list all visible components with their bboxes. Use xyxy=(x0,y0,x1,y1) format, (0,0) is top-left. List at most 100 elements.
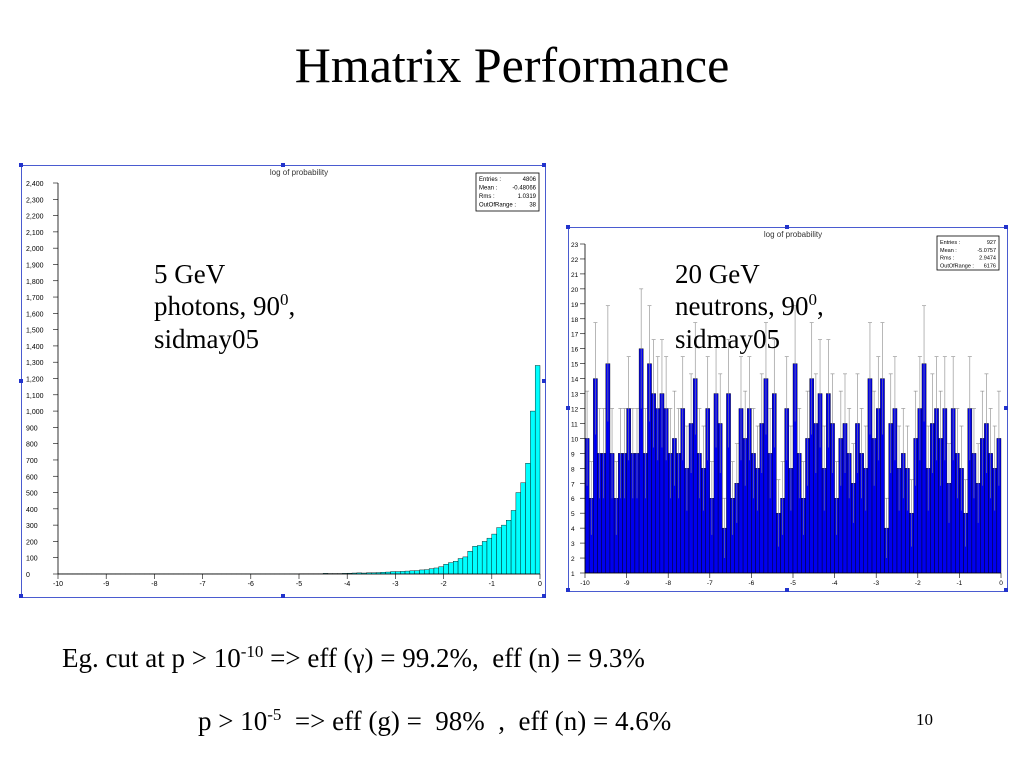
chart-2-y-tick-label: 4 xyxy=(571,526,575,533)
chart-1-stat-value: 4806 xyxy=(523,177,537,183)
chart-2-y-tick-label: 9 xyxy=(571,451,575,458)
handle-right-br[interactable] xyxy=(1004,588,1008,592)
chart-1-x-tick-label: -7 xyxy=(199,581,205,588)
chart-1-y-tick-label: 1,700 xyxy=(26,295,44,302)
handle-right-right[interactable] xyxy=(1004,406,1008,410)
handle-left-bottom[interactable] xyxy=(281,594,285,598)
photon-comma: , xyxy=(288,291,296,322)
chart-1-stat-label: Rms : xyxy=(479,194,495,200)
chart-2-x-tick-label: -6 xyxy=(749,580,755,587)
chart-2-y-tick-label: 2 xyxy=(571,556,575,563)
handle-right-bottom[interactable] xyxy=(785,588,789,592)
chart-1-y-tick-label: 1,600 xyxy=(26,311,44,318)
handle-left-top[interactable] xyxy=(281,163,285,167)
handle-left-bl[interactable] xyxy=(19,594,23,598)
chart-1-stat-value: -0.48066 xyxy=(512,186,536,192)
chart-2-y-tick-label: 3 xyxy=(571,541,575,548)
chart-2-y-tick-label: 17 xyxy=(571,332,579,339)
chart-1-y-tick-label: 1,800 xyxy=(26,279,44,286)
chart-1-stat-label: Entries : xyxy=(479,177,501,183)
chart-1-bar xyxy=(414,570,420,575)
chart-2-x-tick-label: -1 xyxy=(957,580,963,587)
chart-2-y-tick-label: 11 xyxy=(571,421,578,428)
handle-left-br[interactable] xyxy=(542,594,546,598)
chart-1-x-tick-label: -6 xyxy=(248,581,254,588)
photon-particle-line: photons, 900, xyxy=(154,290,295,322)
chart-1-bar xyxy=(448,562,454,575)
chart-1-y-tick-label: 0 xyxy=(26,572,30,579)
photon-dataset: sidmay05 xyxy=(154,323,259,354)
chart-2-x-tick-label: -7 xyxy=(707,580,713,587)
chart-1-x-tick-label: -2 xyxy=(440,581,446,588)
chart-1-stat-value: 38 xyxy=(529,203,536,209)
handle-left-right[interactable] xyxy=(542,379,546,383)
footer-2-part-a: p > 10 xyxy=(198,706,268,736)
chart-1-x-tick-label: 0 xyxy=(538,581,542,588)
page-number: 10 xyxy=(916,710,933,729)
chart-1-bar xyxy=(472,546,478,575)
neutron-angle-sup: 0 xyxy=(808,290,817,310)
chart-2-y-tick-label: 7 xyxy=(571,481,575,488)
chart-1-y-tick-label: 1,200 xyxy=(26,377,44,384)
chart-1-bar xyxy=(453,561,459,575)
chart-2-x-tick-label: -2 xyxy=(915,580,921,587)
handle-left-left[interactable] xyxy=(19,379,23,383)
neutron-annotation: 20 GeV neutrons, 900, sidmay05 xyxy=(675,258,824,355)
handle-left-tl[interactable] xyxy=(19,163,23,167)
chart-1-bar xyxy=(496,527,502,575)
chart-1-y-tick-label: 1,300 xyxy=(26,360,44,367)
chart-2-y-tick-label: 22 xyxy=(571,257,579,264)
chart-1-x-tick-label: -3 xyxy=(392,581,398,588)
chart-1-y-tick-label: 200 xyxy=(26,539,38,546)
chart-1-y-tick-label: 100 xyxy=(26,556,38,563)
chart-1-bar xyxy=(438,566,444,575)
chart-2-stat-value: 6176 xyxy=(984,263,996,269)
chart-1-y-tick-label: 2,300 xyxy=(26,197,44,204)
footer-1-part-b: => eff ( xyxy=(263,643,353,673)
chart-1-bar xyxy=(433,567,439,575)
photon-angle-sup: 0 xyxy=(280,290,289,310)
handle-right-bl[interactable] xyxy=(566,588,570,592)
chart-2-stat-label: Entries : xyxy=(940,240,961,246)
chart-1-y-tick-label: 900 xyxy=(26,425,38,432)
neutron-histogram: log of probability 1 2 3 4 5 6 7 8 9 10 11 12 13 14 15 1… xyxy=(568,227,1008,592)
chart-2-x-tick-label: -10 xyxy=(580,580,590,587)
chart-1-bar xyxy=(525,463,531,575)
neutron-particle-line: neutrons, 900, xyxy=(675,290,824,322)
chart-2-x-tick-label: -8 xyxy=(665,580,671,587)
chart-2-y-tick-label: 16 xyxy=(571,347,579,354)
footer-1-gamma: γ xyxy=(352,643,365,673)
chart-2-y-tick-label: 12 xyxy=(571,407,579,414)
chart-2-title: log of probability xyxy=(764,230,822,239)
chart-1-y-tick-label: 2,100 xyxy=(26,230,44,237)
chart-2-y-tick-label: 6 xyxy=(571,496,575,503)
chart-2-y-tick-label: 10 xyxy=(571,436,579,443)
handle-right-tr[interactable] xyxy=(1004,225,1008,229)
chart-1-y-tick-label: 1,500 xyxy=(26,328,44,335)
chart-1-bar xyxy=(467,550,473,575)
handle-right-top[interactable] xyxy=(785,225,789,229)
chart-2-stat-value: 927 xyxy=(987,240,996,246)
chart-1-bar xyxy=(462,556,468,575)
chart-2-y-tick-label: 19 xyxy=(571,302,579,309)
neutron-particle: neutrons, 90 xyxy=(675,291,809,322)
handle-left-tr[interactable] xyxy=(542,163,546,167)
chart-1-x-tick-label: -8 xyxy=(151,581,157,588)
chart-1-bar xyxy=(530,410,536,575)
footer-1-part-c: ) = 99.2%, eff (n) = 9.3% xyxy=(364,643,645,673)
chart-1-y-tick-label: 1,900 xyxy=(26,262,44,269)
handle-right-left[interactable] xyxy=(566,406,570,410)
chart-1-bar xyxy=(424,569,430,575)
chart-1-y-tick-label: 400 xyxy=(26,507,38,514)
footer-line-1: Eg. cut at p > 10-10 => eff (γ) = 99.2%,… xyxy=(62,642,645,674)
chart-2-y-tick-label: 18 xyxy=(571,317,579,324)
chart-2-stats-box xyxy=(936,235,1000,271)
chart-2-stat-label: Mean : xyxy=(940,248,957,254)
chart-2-x-tick-label: -3 xyxy=(873,580,879,587)
chart-2-stat-label: OutOfRange : xyxy=(940,263,974,269)
chart-1-bar xyxy=(419,569,425,575)
footer-2-sup: -5 xyxy=(267,705,282,724)
handle-right-tl[interactable] xyxy=(566,225,570,229)
chart-1-bar xyxy=(520,482,526,575)
footer-1-part-a: Eg. cut at p > 10 xyxy=(62,643,241,673)
